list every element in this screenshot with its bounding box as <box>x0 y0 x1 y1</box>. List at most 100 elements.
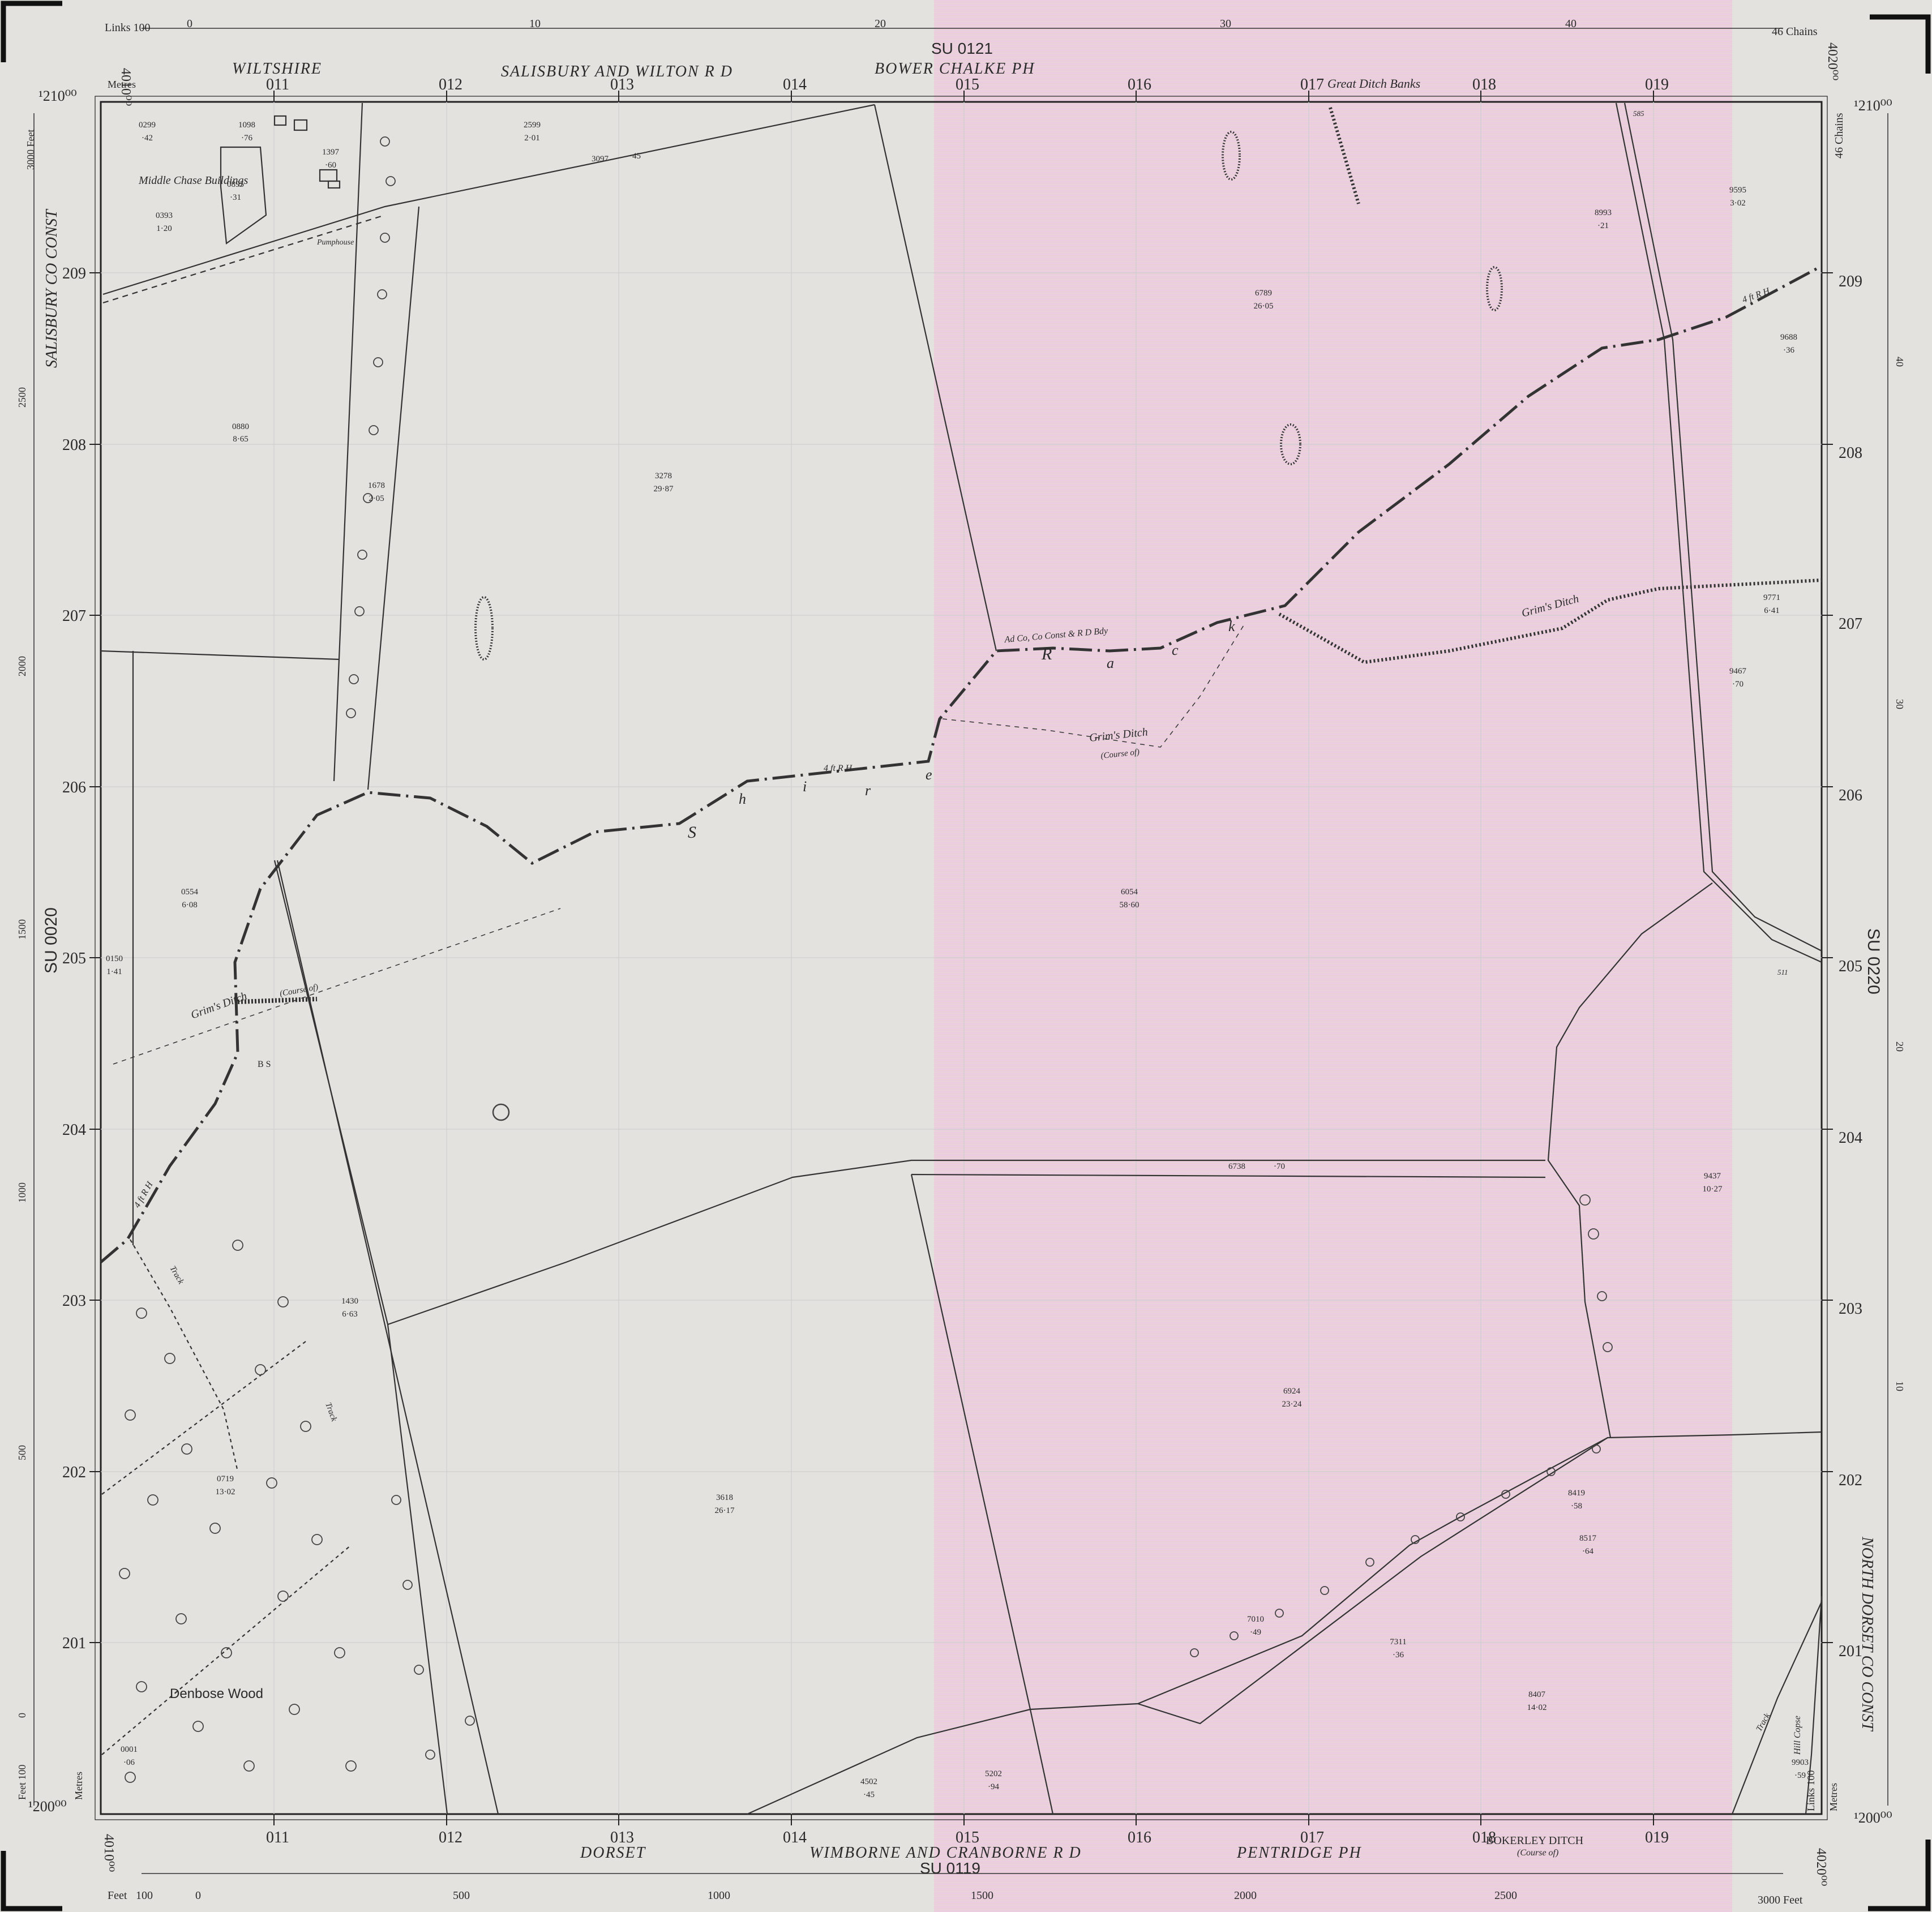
svg-text:4502: 4502 <box>860 1777 877 1786</box>
salisbury-co-const: SALISBURY CO CONST <box>43 208 61 368</box>
svg-text:0150: 0150 <box>106 954 123 963</box>
easting-top-016: 016 <box>1128 76 1151 93</box>
svg-text:3618: 3618 <box>716 1493 733 1502</box>
shire-letter-e: e <box>926 766 932 783</box>
parcel-8407: 8407 14·02 <box>1527 1690 1547 1712</box>
pit-oval-4 <box>474 596 494 661</box>
grid-ticks <box>89 91 1833 1825</box>
pumphouse-label: Pumphouse <box>316 238 354 247</box>
svg-text:0554: 0554 <box>181 888 199 897</box>
parcel-1397: 1397 ·60 <box>322 148 340 170</box>
svg-text:·45: ·45 <box>629 152 641 161</box>
metres-left: Metres <box>73 1772 84 1800</box>
easting-bottom-012: 012 <box>439 1829 462 1846</box>
svg-text:10·27: 10·27 <box>1703 1185 1723 1194</box>
track-1 <box>130 1239 239 1472</box>
svg-text:26·05: 26·05 <box>1254 302 1274 311</box>
corner-easting-bottom-right: 4020⁰⁰ <box>1814 1848 1828 1886</box>
feet-label: Feet <box>108 1889 127 1902</box>
left-feet-2000: 2000 <box>16 656 28 676</box>
building-yard <box>220 146 267 245</box>
parcel-0719: 0719 13·02 <box>216 1474 235 1497</box>
easting-bottom-015: 015 <box>956 1829 979 1846</box>
strip-sw <box>747 1708 1031 1815</box>
northing-top-left: ¹210⁰⁰ <box>38 88 77 104</box>
track-2 <box>101 1341 306 1495</box>
strip-south-edge <box>1137 1431 1822 1725</box>
parcel-2599: 2599 2·01 <box>524 121 541 143</box>
parcel-6738: 6738 ·70 <box>1228 1162 1285 1171</box>
northing-right-209: 209 <box>1839 273 1862 290</box>
svg-text:1·20: 1·20 <box>156 224 172 233</box>
parcel-3618: 3618 26·17 <box>715 1493 735 1515</box>
easting-top-018: 018 <box>1472 76 1496 93</box>
parcel-8993: 8993 ·21 <box>1595 208 1612 230</box>
parcel-0001: 0001 ·06 <box>121 1745 138 1767</box>
svg-text:8407: 8407 <box>1528 1690 1546 1699</box>
parcel-0895: 0895 ·31 <box>227 180 244 202</box>
parcel-9467: 9467 ·70 <box>1729 667 1747 689</box>
pit-oval-2 <box>1486 266 1503 311</box>
left-feet-0: 0 <box>16 1713 28 1718</box>
northing-left-209: 209 <box>62 265 86 282</box>
northing-bottom-right: ¹200⁰⁰ <box>1854 1810 1892 1826</box>
svg-text:9903: 9903 <box>1792 1758 1809 1767</box>
easting-top-012: 012 <box>439 76 462 93</box>
marginal-text: SU 0121 SU 0119 SU 0020 SU 0220 4010⁰⁰ 4… <box>16 18 1905 1906</box>
scale-bars <box>33 28 1888 1874</box>
parcel-0880: 0880 8·65 <box>232 422 249 444</box>
bs-label: B S <box>258 1060 271 1069</box>
easting-top-017: 017 <box>1300 76 1324 93</box>
sheet-id-right: SU 0220 <box>1864 928 1883 994</box>
feet-tick-2500: 2500 <box>1494 1889 1517 1902</box>
parish-bower-chalke: BOWER CHALKE PH <box>875 60 1035 78</box>
sheet-id-bottom: SU 0119 <box>920 1859 980 1877</box>
rd-wimborne-cranborne: WIMBORNE AND CRANBORNE R D <box>809 1844 1082 1862</box>
northing-left-207: 207 <box>62 607 86 625</box>
svg-text:9595: 9595 <box>1729 186 1746 195</box>
race-letter-c: c <box>1172 642 1179 658</box>
parcel-7010: 7010 ·49 <box>1247 1615 1264 1637</box>
svg-text:8993: 8993 <box>1595 208 1612 217</box>
svg-text:0393: 0393 <box>156 211 173 220</box>
feet-100-left: Feet 100 <box>16 1765 28 1800</box>
right-chain-10: 10 <box>1894 1381 1905 1391</box>
easting-top-013: 013 <box>610 76 634 93</box>
northing-left-203: 203 <box>62 1292 86 1310</box>
corner-easting-top-right: 4020⁰⁰ <box>1825 42 1840 80</box>
svg-text:1430: 1430 <box>341 1297 358 1306</box>
svg-text:5202: 5202 <box>985 1769 1002 1778</box>
field-left <box>100 650 340 1245</box>
svg-text:9771: 9771 <box>1763 593 1780 602</box>
corner-easting-top-left: 4010⁰⁰ <box>118 68 133 106</box>
svg-text:7311: 7311 <box>1390 1637 1406 1647</box>
svg-text:8419: 8419 <box>1568 1489 1585 1498</box>
northing-right-205: 205 <box>1839 958 1862 975</box>
links-tick-10: 10 <box>529 18 541 30</box>
spot-585: 585 <box>1633 109 1644 118</box>
middle-chase-label: Middle Chase Buildings <box>138 174 249 187</box>
left-feet-1500: 1500 <box>16 919 28 940</box>
parcel-9595: 9595 3·02 <box>1729 186 1746 208</box>
parcel-7311: 7311 ·36 <box>1390 1637 1406 1660</box>
map-features <box>100 102 1823 1815</box>
svg-text:29·87: 29·87 <box>654 485 674 494</box>
grid-lines <box>101 102 1822 1814</box>
parcel-9688: 9688 ·36 <box>1780 333 1797 355</box>
northing-left-202: 202 <box>62 1464 86 1481</box>
northing-right-208: 208 <box>1839 444 1862 462</box>
north-dorset-co-const: NORTH DORSET CO CONST <box>1858 1536 1876 1732</box>
svg-text:2·05: 2·05 <box>369 494 384 503</box>
grims-ditch-west <box>237 997 318 1004</box>
northing-bottom-left: ¹200⁰⁰ <box>28 1798 67 1815</box>
race-letter-k: k <box>1228 618 1235 635</box>
svg-text:·45: ·45 <box>863 1790 875 1799</box>
svg-text:9437: 9437 <box>1704 1172 1721 1181</box>
northing-right-204: 204 <box>1839 1129 1862 1147</box>
road-top-dashed <box>102 214 385 304</box>
svg-text:3278: 3278 <box>655 471 672 481</box>
northing-right-201: 201 <box>1839 1643 1862 1660</box>
grid-labels: 011 012 013 014 015 016 017 018 019 011 … <box>62 76 1862 1846</box>
